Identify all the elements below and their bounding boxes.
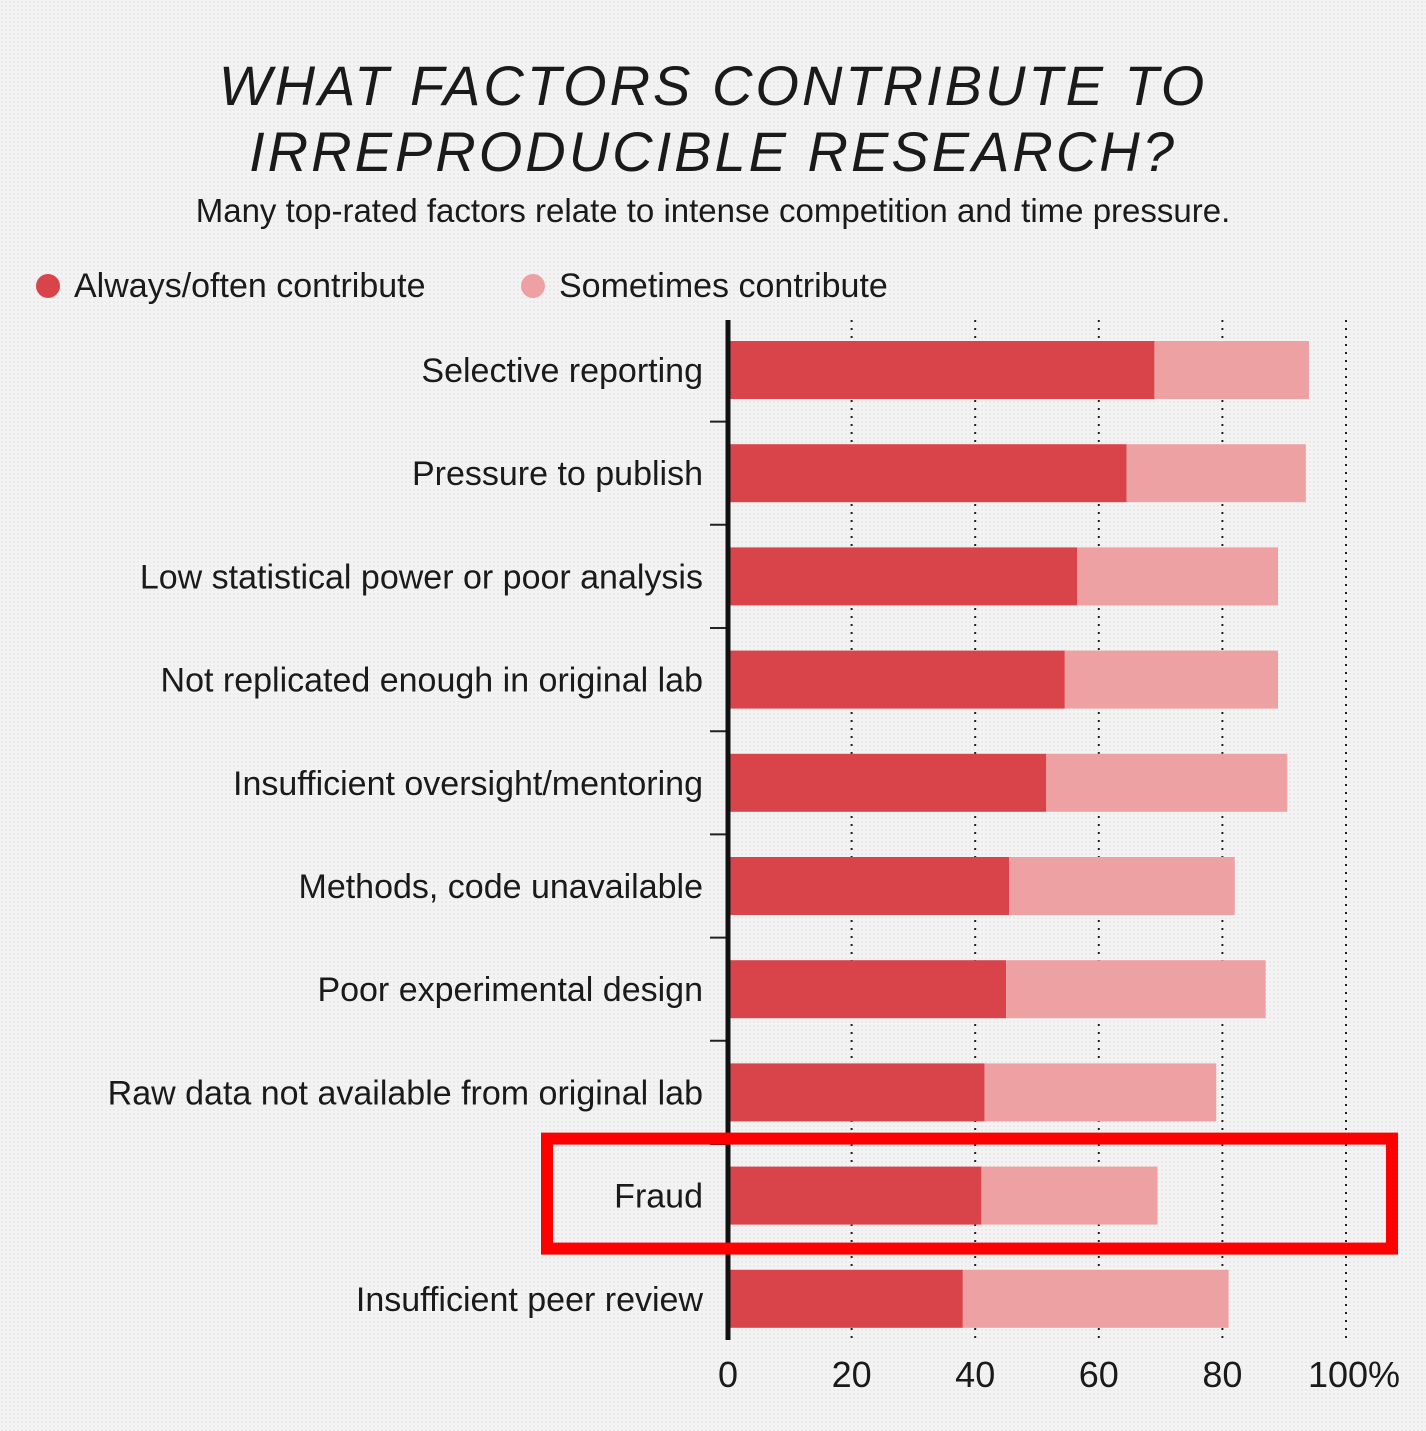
x-tick-labels: 0 20 40 60 80 100%	[718, 1354, 1400, 1395]
bar-insufficient-oversight-mentoring-sometimes	[1046, 753, 1288, 812]
x-tick-label-60: 60	[1079, 1354, 1119, 1395]
category-label-selective-reporting: Selective reporting	[421, 352, 703, 390]
chart-title-line-1: WHAT FACTORS CONTRIBUTE TO	[218, 54, 1208, 117]
bar-methods-code-unavailable-always-often	[728, 857, 1010, 915]
category-label-raw-data-not-available-from-original-lab: Raw data not available from original lab	[108, 1074, 703, 1112]
bar-poor-experimental-design-always-often	[728, 960, 1007, 1019]
bar-poor-experimental-design-sometimes	[1006, 960, 1266, 1019]
x-tick-label-100: 100%	[1308, 1354, 1400, 1395]
category-label-insufficient-oversight-mentoring: Insufficient oversight/mentoring	[233, 765, 703, 803]
x-tick-label-80: 80	[1202, 1354, 1242, 1395]
bar-raw-data-not-available-from-original-lab-always-often	[728, 1063, 985, 1122]
bar-fraud-sometimes	[981, 1166, 1158, 1225]
bar-fraud-always-often	[728, 1166, 982, 1225]
x-tick-label-0: 0	[718, 1354, 738, 1395]
legend-item-sometimes: Sometimes contribute	[521, 266, 888, 305]
bar-pressure-to-publish-sometimes	[1126, 444, 1306, 503]
category-label-poor-experimental-design: Poor experimental design	[317, 971, 703, 1009]
legend-item-always-often: Always/often contribute	[36, 266, 426, 305]
bar-selective-reporting-sometimes	[1154, 341, 1309, 399]
bar-group	[728, 341, 1309, 1328]
x-tick-label-20: 20	[832, 1354, 872, 1395]
bar-methods-code-unavailable-sometimes	[1009, 857, 1235, 915]
bar-insufficient-peer-review-always-often	[728, 1269, 963, 1328]
highlight-box-fraud	[541, 1132, 1398, 1255]
category-label-fraud: Fraud	[614, 1178, 703, 1216]
category-labels: Selective reporting Pressure to publish Lo…	[108, 352, 704, 1319]
axis	[710, 320, 731, 1340]
legend-label-sometimes: Sometimes contribute	[559, 266, 888, 305]
x-tick-label-40: 40	[955, 1354, 995, 1395]
category-label-pressure-to-publish: Pressure to publish	[412, 455, 703, 493]
chart-title-line-2: IRREPRODUCIBLE RESEARCH?	[249, 120, 1177, 183]
chart-subtitle: Many top-rated factors relate to intense…	[195, 192, 1231, 229]
category-label-not-replicated-enough-in-original-lab: Not replicated enough in original lab	[161, 662, 703, 700]
category-label-insufficient-peer-review: Insufficient peer review	[356, 1281, 704, 1319]
bar-selective-reporting-always-often	[728, 341, 1155, 399]
legend-swatch-sometimes	[521, 274, 545, 298]
category-label-methods-code-unavailable: Methods, code unavailable	[299, 868, 704, 906]
highlight-layer	[541, 1132, 1398, 1255]
bar-raw-data-not-available-from-original-lab-sometimes	[984, 1063, 1217, 1122]
legend-label-always-often: Always/often contribute	[74, 266, 426, 305]
bar-low-statistical-power-or-poor-analysis-always-often	[728, 547, 1078, 606]
bar-pressure-to-publish-always-often	[728, 444, 1127, 503]
category-label-low-statistical-power-or-poor-analysis: Low statistical power or poor analysis	[140, 558, 703, 596]
bar-low-statistical-power-or-poor-analysis-sometimes	[1077, 547, 1279, 606]
bar-not-replicated-enough-in-original-lab-sometimes	[1064, 650, 1279, 709]
legend-swatch-always-often	[36, 274, 60, 298]
bar-insufficient-oversight-mentoring-always-often	[728, 753, 1047, 812]
bar-not-replicated-enough-in-original-lab-always-often	[728, 650, 1065, 709]
bar-insufficient-peer-review-sometimes	[962, 1269, 1229, 1328]
